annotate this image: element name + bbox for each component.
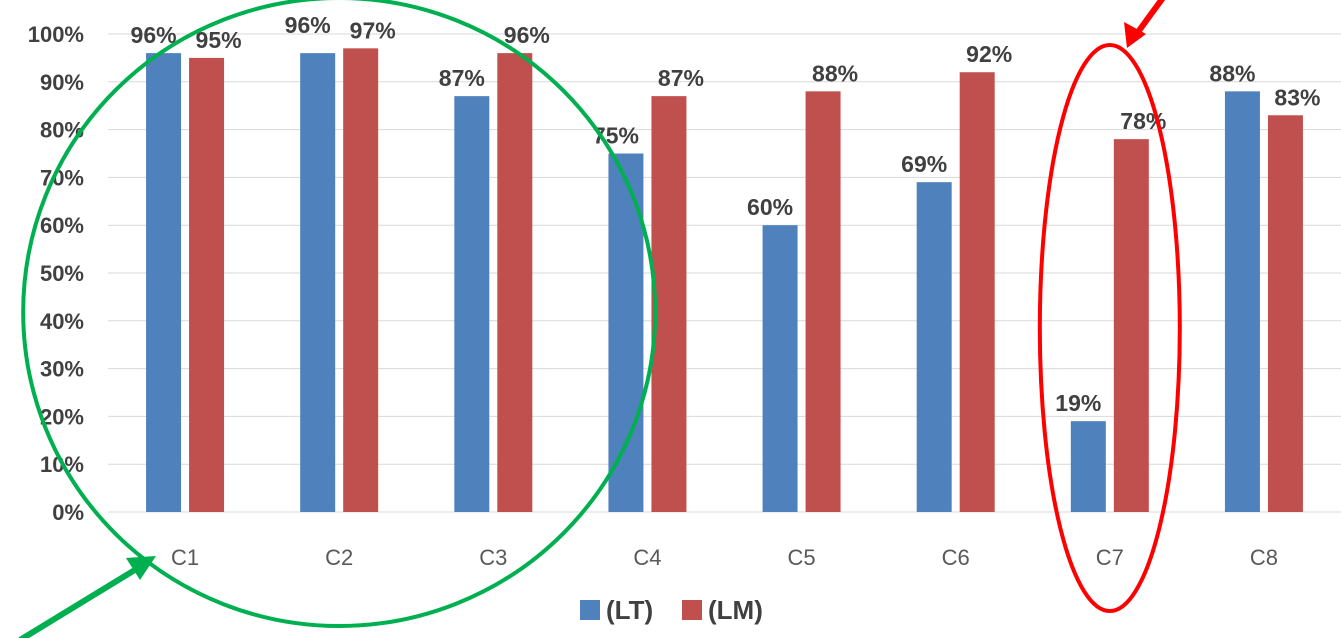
legend-label: (LM) [708, 595, 763, 625]
bar [454, 96, 490, 512]
data-label: 97% [350, 17, 396, 43]
y-tick-label: 100% [28, 22, 84, 47]
bar [189, 57, 225, 513]
bars [146, 48, 1303, 513]
x-tick-label: C1 [171, 545, 199, 570]
data-label: 19% [1055, 390, 1101, 416]
data-label: 96% [131, 22, 177, 48]
y-tick-label: 0% [52, 500, 84, 525]
y-tick-label: 70% [40, 165, 84, 190]
data-label: 87% [658, 65, 704, 91]
bar [1224, 91, 1260, 513]
y-tick-label: 20% [40, 404, 84, 429]
y-tick-label: 30% [40, 357, 84, 382]
y-tick-label: 40% [40, 309, 84, 334]
x-tick-label: C7 [1096, 545, 1124, 570]
x-axis: C1 C2 C3 C4 C5 C6 C7 C8 [171, 545, 1278, 570]
bar [651, 96, 687, 512]
data-label: 69% [901, 151, 947, 177]
annotations [18, 0, 1182, 638]
bar [805, 91, 841, 513]
data-label: 87% [439, 65, 485, 91]
red-arrow-shaft [1135, 0, 1166, 34]
x-tick-label: C8 [1250, 545, 1278, 570]
data-label: 83% [1274, 84, 1320, 110]
legend-swatch [580, 600, 600, 620]
data-labels: 96% 95%96% 97%87%96%75%87%60%88%69%92%19%7… [131, 12, 1321, 416]
bar [1113, 139, 1149, 512]
green-ellipse [21, 0, 658, 628]
data-label: 96% [504, 22, 550, 48]
x-tick-label: C3 [479, 545, 507, 570]
green-arrow-shaft [18, 565, 140, 638]
bar [343, 48, 379, 513]
data-label: 92% [966, 41, 1012, 67]
data-label: 88% [812, 60, 858, 86]
legend-label: (LT) [606, 595, 653, 625]
data-label: 95% [196, 27, 242, 53]
legend-swatch [682, 600, 702, 620]
x-tick-label: C4 [633, 545, 661, 570]
bar [1267, 115, 1303, 512]
green-arrow-head [126, 556, 156, 580]
red-arrow-head [1124, 22, 1146, 48]
bar [959, 72, 995, 513]
gridlines [108, 33, 1341, 513]
y-tick-label: 90% [40, 70, 84, 95]
bar [300, 53, 336, 513]
x-tick-label: C6 [942, 545, 970, 570]
x-tick-label: C2 [325, 545, 353, 570]
bar [146, 53, 182, 513]
red-ellipse [1037, 43, 1182, 613]
legend: (LT) (LM) [580, 595, 763, 625]
bar [762, 225, 798, 512]
bar [497, 53, 533, 513]
y-tick-label: 50% [40, 261, 84, 286]
bar [916, 182, 952, 512]
data-label: 96% [285, 12, 331, 38]
data-label: 88% [1209, 60, 1255, 86]
data-label: 60% [747, 194, 793, 220]
x-tick-label: C5 [788, 545, 816, 570]
bar [1070, 421, 1106, 512]
y-tick-label: 60% [40, 213, 84, 238]
